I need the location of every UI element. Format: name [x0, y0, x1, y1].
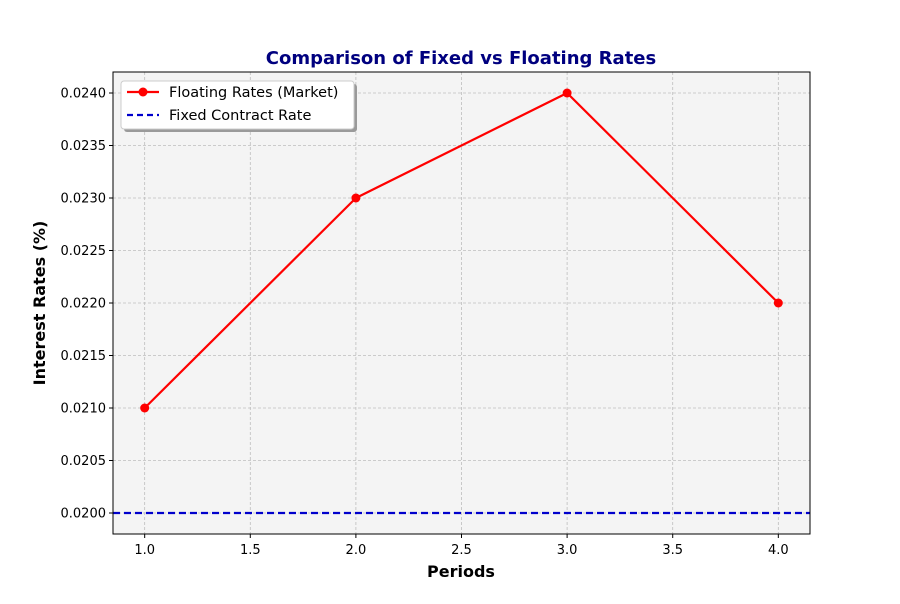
legend: Floating Rates (Market) Fixed Contract R… — [120, 80, 357, 132]
y-tick-label: 0.0230 — [61, 192, 107, 207]
x-tick-label: 1.0 — [134, 543, 155, 558]
x-axis-label: Periods — [427, 562, 495, 581]
x-tick-label: 2.5 — [451, 543, 472, 558]
y-tick-label: 0.0205 — [61, 454, 107, 469]
data-point-floating — [140, 403, 150, 413]
y-tick-label: 0.0235 — [61, 139, 107, 154]
y-tick-label: 0.0220 — [61, 297, 107, 312]
y-axis: 0.0200 0.0205 0.0210 0.0215 0.0220 0.0225 0.02… — [61, 87, 113, 522]
chart-title: Comparison of Fixed vs Floating Rates — [266, 48, 656, 69]
data-point-floating — [562, 88, 572, 98]
y-tick-label: 0.0240 — [61, 87, 107, 102]
x-tick-label: 3.5 — [662, 543, 683, 558]
x-axis: 1.0 1.5 2.0 2.5 3.0 3.5 4.0 — [134, 534, 789, 558]
data-point-floating — [351, 193, 361, 203]
y-axis-label: Interest Rates (%) — [30, 221, 49, 386]
data-point-floating — [773, 298, 783, 308]
y-tick-label: 0.0200 — [61, 507, 107, 522]
x-tick-label: 4.0 — [768, 543, 789, 558]
x-tick-label: 3.0 — [557, 543, 578, 558]
x-tick-label: 2.0 — [346, 543, 367, 558]
y-tick-label: 0.0225 — [61, 244, 107, 259]
legend-label-fixed: Fixed Contract Rate — [169, 108, 311, 124]
series-layer — [113, 88, 810, 515]
y-tick-label: 0.0215 — [61, 349, 107, 364]
legend-marker-floating — [138, 87, 148, 97]
y-tick-label: 0.0210 — [61, 402, 107, 417]
x-tick-label: 1.5 — [240, 543, 261, 558]
legend-box — [120, 80, 355, 130]
series-line-floating — [143, 91, 780, 409]
legend-label-floating: Floating Rates (Market) — [169, 85, 338, 101]
